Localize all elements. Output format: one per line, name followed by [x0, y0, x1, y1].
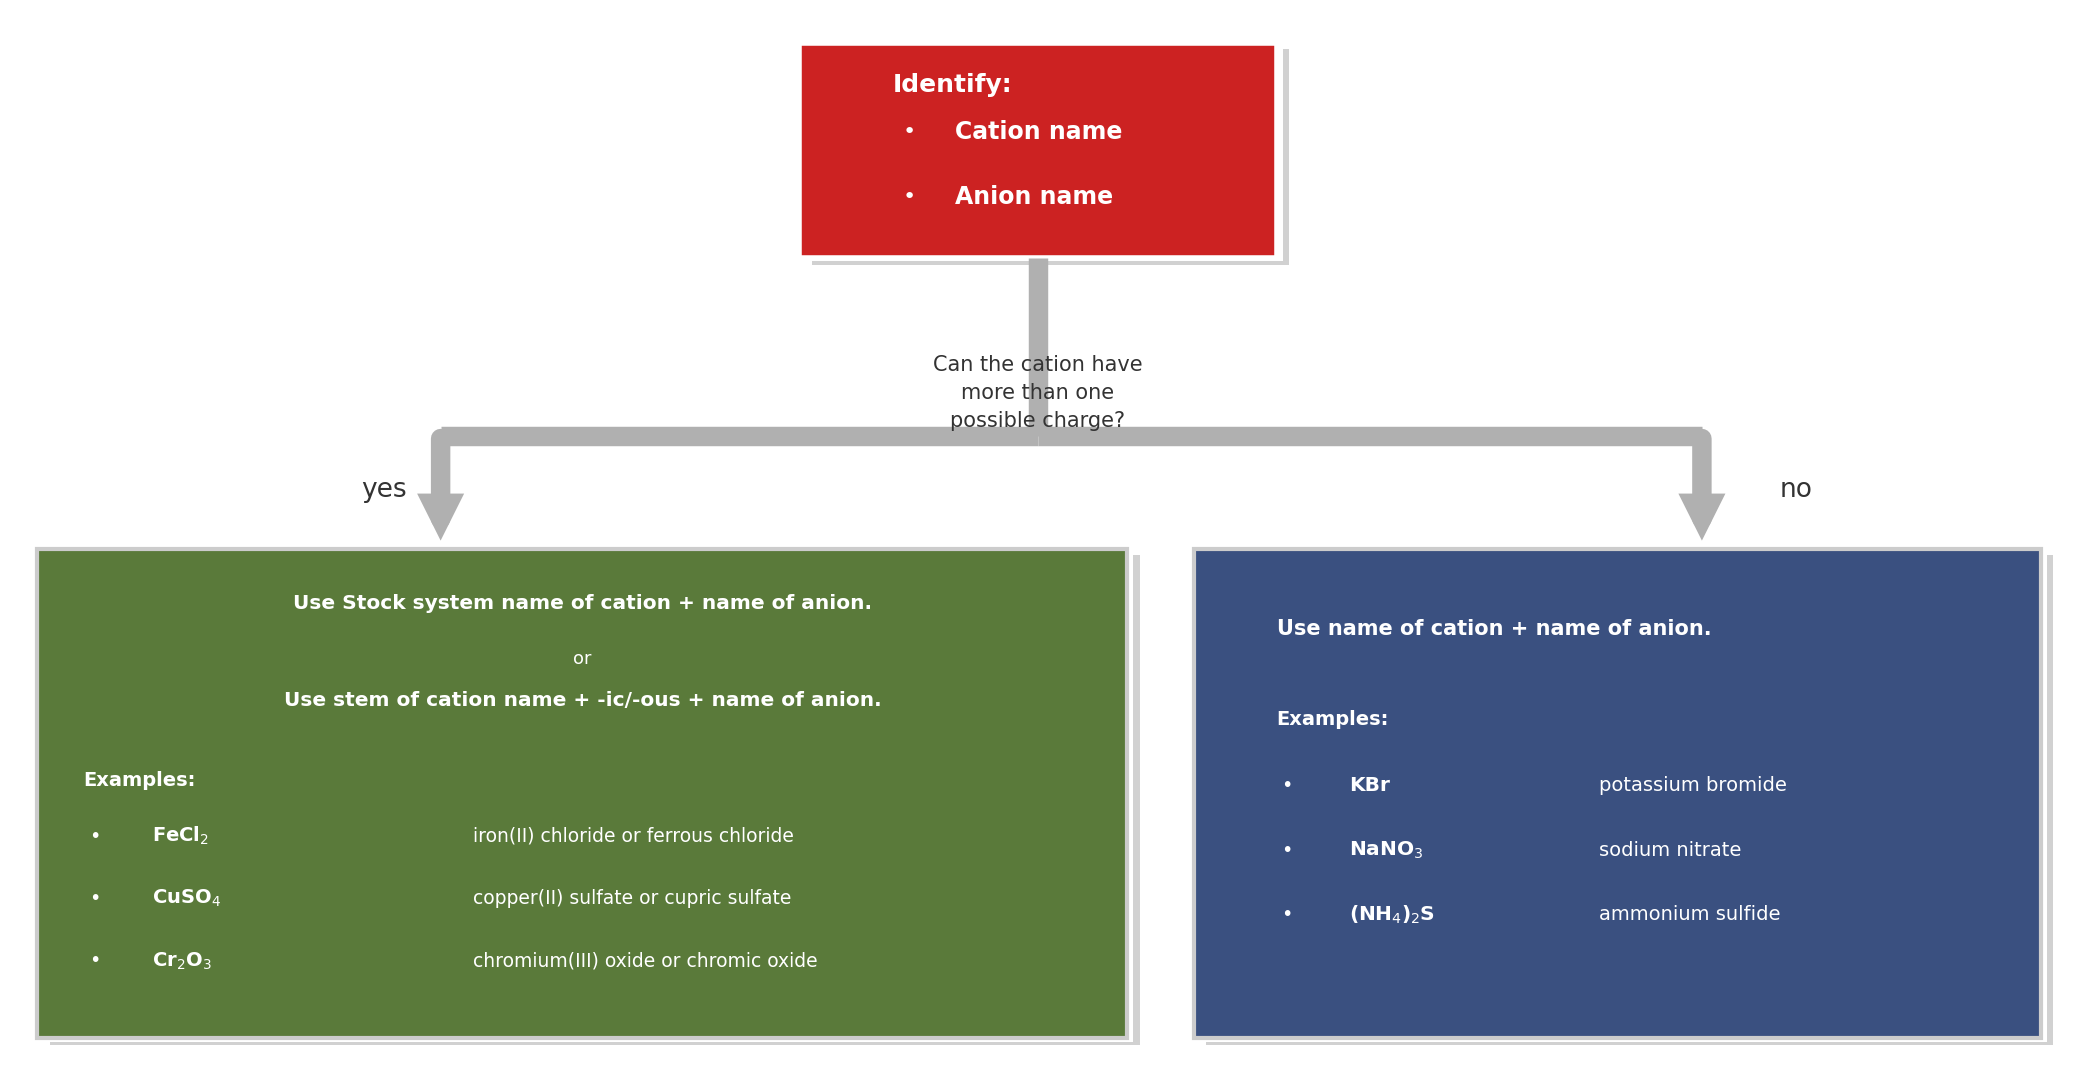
Text: FeCl$_2$: FeCl$_2$ [152, 825, 208, 847]
Text: Anion name: Anion name [955, 185, 1113, 209]
FancyBboxPatch shape [793, 40, 1283, 261]
Text: •: • [89, 951, 100, 971]
Text: copper(II) sulfate or cupric sulfate: copper(II) sulfate or cupric sulfate [473, 889, 791, 908]
Text: CuSO$_4$: CuSO$_4$ [152, 888, 220, 909]
FancyBboxPatch shape [812, 49, 1289, 265]
Text: Examples:: Examples: [1277, 710, 1389, 730]
Text: •: • [1281, 840, 1291, 860]
Text: Cr$_2$O$_3$: Cr$_2$O$_3$ [152, 950, 212, 972]
FancyBboxPatch shape [50, 555, 1140, 1045]
Text: iron(II) chloride or ferrous chloride: iron(II) chloride or ferrous chloride [473, 826, 795, 846]
Text: •: • [89, 889, 100, 908]
Text: NaNO$_3$: NaNO$_3$ [1349, 839, 1424, 861]
Text: •: • [903, 187, 916, 207]
Text: Can the cation have
more than one
possible charge?: Can the cation have more than one possib… [934, 355, 1142, 430]
FancyBboxPatch shape [37, 549, 1127, 1038]
Text: Use stem of cation name + -ic/-ous + name of anion.: Use stem of cation name + -ic/-ous + nam… [284, 691, 880, 710]
Text: •: • [1281, 905, 1291, 924]
FancyBboxPatch shape [1194, 549, 2041, 1038]
Text: •: • [1281, 776, 1291, 795]
Text: •: • [89, 826, 100, 846]
Text: KBr: KBr [1349, 776, 1391, 795]
Text: no: no [1779, 477, 1812, 502]
Text: chromium(III) oxide or chromic oxide: chromium(III) oxide or chromic oxide [473, 951, 818, 971]
Text: sodium nitrate: sodium nitrate [1599, 840, 1742, 860]
Text: •: • [903, 123, 916, 142]
FancyBboxPatch shape [31, 546, 1133, 1042]
Text: Identify:: Identify: [893, 73, 1013, 97]
Text: or: or [573, 650, 592, 668]
Text: (NH$_4$)$_2$S: (NH$_4$)$_2$S [1349, 904, 1435, 925]
Text: Cation name: Cation name [955, 121, 1123, 144]
FancyBboxPatch shape [799, 43, 1277, 258]
FancyBboxPatch shape [1206, 555, 2053, 1045]
Text: Examples:: Examples: [83, 771, 195, 791]
Text: Use name of cation + name of anion.: Use name of cation + name of anion. [1277, 619, 1711, 639]
Text: yes: yes [361, 477, 407, 502]
Text: potassium bromide: potassium bromide [1599, 776, 1785, 795]
Text: ammonium sulfide: ammonium sulfide [1599, 905, 1779, 924]
Text: Use Stock system name of cation + name of anion.: Use Stock system name of cation + name o… [293, 594, 872, 613]
FancyBboxPatch shape [1187, 546, 2047, 1042]
